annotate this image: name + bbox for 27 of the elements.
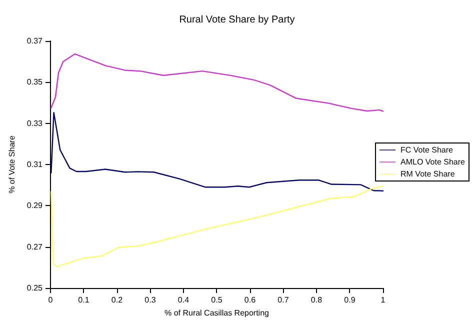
x-tick-label: 0 <box>48 296 54 304</box>
x-tick-label: 0.6 <box>244 296 256 304</box>
legend-label: FC Vote Share <box>400 146 454 154</box>
y-axis-title: % of Vote Share <box>8 135 16 194</box>
y-tick-label: 0.31 <box>26 160 44 169</box>
x-tick-label: 0.3 <box>144 296 156 304</box>
line-series <box>50 112 384 192</box>
y-tick-label: 0.27 <box>26 242 44 252</box>
x-tick-label: 0.2 <box>111 296 124 304</box>
x-tick-label: 0.5 <box>211 296 223 304</box>
y-tick-label: 0.35 <box>26 78 44 87</box>
legend-label: RM Vote Share <box>400 170 456 178</box>
x-tick-label: 0.1 <box>78 296 90 304</box>
x-tick-label: 1 <box>380 296 386 304</box>
line-series <box>50 53 384 112</box>
x-tick-label: 0.4 <box>178 296 190 304</box>
x-tick-label: 0.7 <box>278 296 290 304</box>
x-tick-label: 0.8 <box>310 296 323 304</box>
chart-title: Rural Vote Share by Party <box>179 14 295 26</box>
line-series <box>50 185 384 268</box>
x-axis-title: % of Rural Casillas Reporting <box>164 308 269 318</box>
y-tick-label: 0.25 <box>26 284 44 292</box>
y-tick-label: 0.37 <box>26 36 44 46</box>
legend-label: AMLO Vote Share <box>400 158 466 166</box>
y-tick-label: 0.29 <box>26 201 44 210</box>
x-tick-label: 0.9 <box>344 296 356 304</box>
y-tick-label: 0.33 <box>26 118 44 128</box>
